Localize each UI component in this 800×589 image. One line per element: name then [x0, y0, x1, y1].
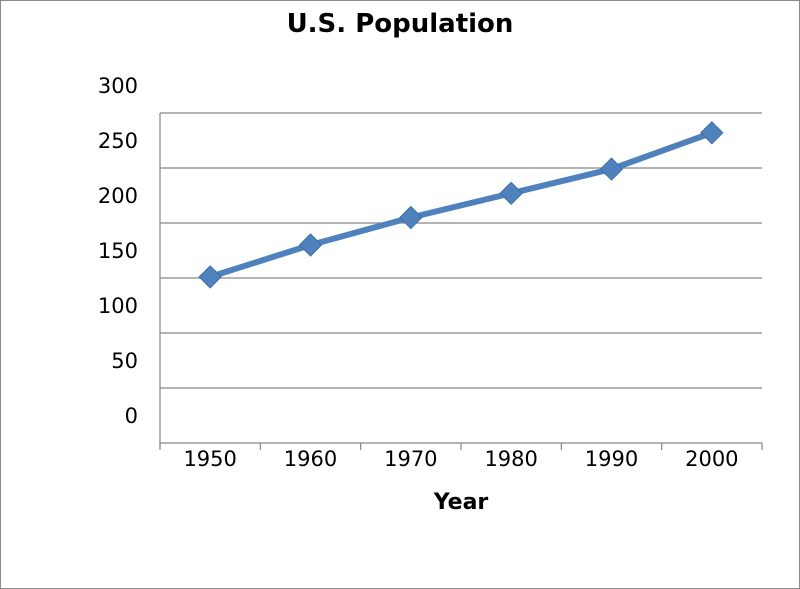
data-point-1960 [298, 233, 323, 257]
x-tick-label-1960: 1960 [284, 447, 337, 471]
gridlines [160, 112, 762, 389]
series-line [207, 129, 715, 280]
x-tick-label-2000: 2000 [685, 447, 738, 471]
y-tick-label-100: 100 [98, 294, 138, 318]
x-tick-label-1950: 1950 [183, 447, 236, 471]
y-tick-label-150: 150 [98, 239, 138, 263]
x-tick-labels: 1950 1960 1970 1980 1990 2000 [183, 447, 738, 471]
series-population [198, 121, 724, 289]
y-tick-labels: 0 50 100 150 200 250 300 [98, 74, 138, 428]
x-tick-label-1970: 1970 [384, 447, 437, 471]
axes [159, 113, 763, 450]
y-tick-label-250: 250 [98, 129, 138, 153]
data-point-2000 [700, 121, 724, 145]
x-axis-title: Year [433, 490, 489, 515]
x-tick-label-1980: 1980 [484, 447, 537, 471]
data-point-1950 [198, 265, 222, 289]
y-tick-label-300: 300 [98, 74, 138, 98]
chart-title: U.S. Population [287, 9, 514, 39]
y-tick-label-0: 0 [125, 404, 138, 428]
data-point-1980 [499, 181, 523, 206]
y-tick-label-50: 50 [111, 349, 138, 373]
data-point-1970 [399, 205, 423, 230]
data-point-1990 [599, 157, 624, 181]
y-tick-label-200: 200 [98, 184, 138, 208]
x-tick-label-1990: 1990 [585, 447, 638, 471]
